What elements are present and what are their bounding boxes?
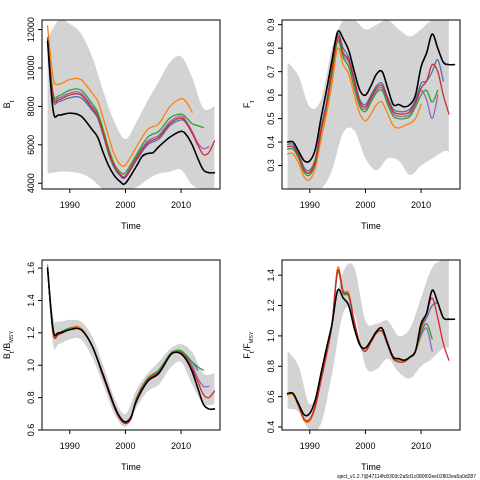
y-tick-label: 0.8 xyxy=(26,391,36,404)
x-tick-label: 1990 xyxy=(300,441,320,451)
y-tick-label: 4000 xyxy=(26,173,36,193)
y-tick-label: 1.0 xyxy=(266,330,276,343)
confidence-band xyxy=(47,261,215,427)
series-line-retro-5 xyxy=(46,38,216,179)
y-tick-label: 1.4 xyxy=(266,269,276,282)
y-tick-label: 0.6 xyxy=(26,424,36,437)
plot-area xyxy=(286,20,456,189)
panel-biomass: 1990 2000 2010 4000 6000 8000 10000 12000 Time Bt xyxy=(2,17,221,231)
x-axis-label: Time xyxy=(361,221,381,231)
y-tick-label: 10000 xyxy=(26,55,36,80)
x-tick-label: 2010 xyxy=(171,200,191,210)
y-tick-label: 1.2 xyxy=(26,327,36,340)
y-tick-label: 0.4 xyxy=(266,136,276,149)
x-tick-label: 2010 xyxy=(411,441,431,451)
y-tick-label: 0.7 xyxy=(266,65,276,78)
plot-frame xyxy=(41,19,221,190)
series-line-median xyxy=(46,267,216,423)
x-tick-label: 1990 xyxy=(300,200,320,210)
series-line-retro-2 xyxy=(46,36,210,178)
y-tick-label: 6000 xyxy=(26,135,36,155)
series-line-retro-5 xyxy=(286,35,450,174)
series-line-retro-5 xyxy=(46,267,216,425)
y-tick-label: 0.9 xyxy=(266,18,276,31)
y-tick-label: 0.5 xyxy=(266,112,276,125)
plot-frame xyxy=(281,19,461,190)
confidence-band xyxy=(47,20,215,189)
series-line-median xyxy=(286,288,456,417)
plot-area xyxy=(46,261,216,427)
panel-fishing-mortality: 1990 2000 2010 0.3 0.4 0.5 0.6 0.7 0.8 0.9 Time Ft xyxy=(242,18,461,231)
y-tick-label: 1.2 xyxy=(266,299,276,312)
y-axis-label: Ft xyxy=(242,101,256,109)
series-line-median xyxy=(46,40,216,185)
y-tick-label: 8000 xyxy=(26,96,36,116)
x-tick-label: 2010 xyxy=(411,200,431,210)
series-line-retro-4 xyxy=(46,37,204,175)
footer-version-text: spict_v1.2.7@47114fc8303c2a5d1c080f02ee0… xyxy=(337,474,476,480)
plot-frame xyxy=(281,259,461,431)
x-axis-label: Time xyxy=(361,462,381,472)
x-tick-label: 2000 xyxy=(115,200,135,210)
y-axis-label: Ft/FMSY xyxy=(242,331,256,359)
panel-relative-fishing-mortality: 1990 2000 2010 0.4 0.6 0.8 1.0 1.2 1.4 Time Ft/FMS… xyxy=(242,259,461,472)
plot-area xyxy=(286,260,456,430)
x-axis-label: Time xyxy=(121,462,141,472)
y-axis-label: Bt/BMSY xyxy=(2,331,16,360)
series-line-retro-4 xyxy=(286,40,439,177)
y-tick-label: 1.6 xyxy=(26,262,36,275)
series-line-retro-5 xyxy=(286,269,450,422)
y-tick-label: 1.0 xyxy=(26,359,36,372)
x-tick-label: 2010 xyxy=(171,441,191,451)
panel-relative-biomass: 1990 2000 2010 0.6 0.8 1.0 1.2 1.4 1.6 Time Bt/BMS… xyxy=(2,259,221,472)
y-tick-label: 0.8 xyxy=(266,42,276,55)
series-line-retro-1 xyxy=(286,47,422,181)
y-tick-label: 12000 xyxy=(26,17,36,42)
x-tick-label: 2000 xyxy=(115,441,135,451)
series-line-retro-1 xyxy=(46,264,188,425)
y-tick-label: 0.3 xyxy=(266,159,276,172)
x-tick-label: 1990 xyxy=(60,200,80,210)
series-line-retro-3 xyxy=(286,32,444,172)
y-tick-label: 0.8 xyxy=(266,360,276,373)
x-axis-label: Time xyxy=(121,221,141,231)
series-line-retro-1 xyxy=(46,25,193,168)
x-tick-label: 2000 xyxy=(355,200,375,210)
plot-frame xyxy=(41,259,221,431)
x-tick-label: 2000 xyxy=(355,441,375,451)
series-line-median xyxy=(286,30,456,163)
y-tick-label: 0.6 xyxy=(266,390,276,403)
y-tick-label: 0.4 xyxy=(266,421,276,434)
plot-area xyxy=(46,20,216,189)
series-line-retro-3 xyxy=(46,38,199,180)
x-tick-label: 1990 xyxy=(60,441,80,451)
y-tick-label: 1.4 xyxy=(26,294,36,307)
y-axis-label: Bt xyxy=(2,100,16,108)
y-tick-label: 0.6 xyxy=(266,89,276,102)
